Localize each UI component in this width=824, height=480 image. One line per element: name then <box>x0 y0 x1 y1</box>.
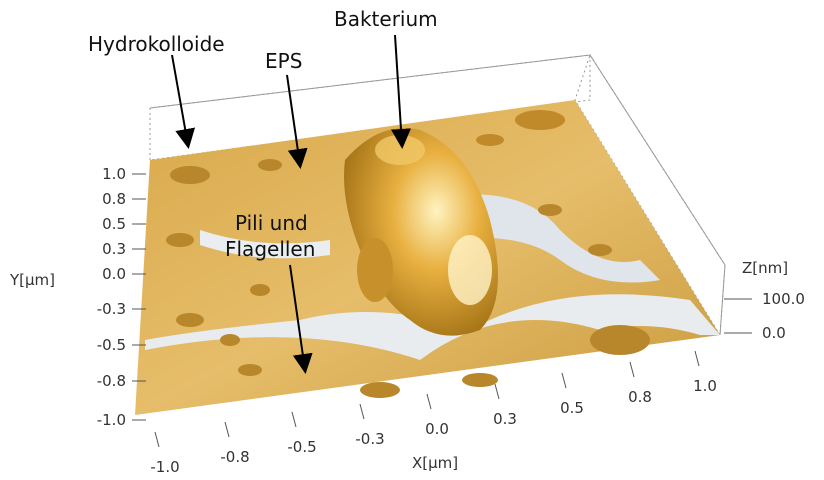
z-axis-label: Z[nm] <box>742 259 788 277</box>
y-tick-label: -0.8 <box>97 372 126 390</box>
y-tick-label: -1.0 <box>97 411 126 429</box>
annotation: Flagellen <box>225 237 315 261</box>
x-tick <box>360 404 364 419</box>
x-tick-label: -0.5 <box>287 438 316 456</box>
x-axis-label: X[µm] <box>412 454 458 472</box>
x-tick <box>225 422 229 437</box>
z-tick-label: 0.0 <box>762 324 786 342</box>
x-tick <box>562 373 566 388</box>
x-tick-label: 0.3 <box>493 410 517 428</box>
x-tick-label: 0.8 <box>628 388 652 406</box>
y-tick-label: -0.3 <box>97 300 126 318</box>
afm-figure: Hydrokolloide EPS Bakterium Pili und Fla… <box>0 0 824 480</box>
x-tick-label: -0.8 <box>220 448 249 466</box>
y-tick-label: 0.0 <box>102 265 126 283</box>
x-tick <box>630 362 634 377</box>
x-tick-label: -1.0 <box>150 458 179 476</box>
annotation: EPS <box>265 49 302 73</box>
x-tick <box>495 384 499 399</box>
x-tick <box>155 432 159 447</box>
z-tick-label: 100.0 <box>762 290 805 308</box>
annotation: Bakterium <box>334 7 438 31</box>
x-tick-label: 0.5 <box>560 399 584 417</box>
annotation: Hydrokolloide <box>88 32 225 56</box>
y-tick-label: 0.3 <box>102 240 126 258</box>
y-axis-label: Y[µm] <box>9 271 55 289</box>
x-tick-label: -0.3 <box>355 430 384 448</box>
y-tick-label: 0.5 <box>102 215 126 233</box>
x-tick <box>695 351 699 366</box>
x-tick-label: 0.0 <box>425 420 449 438</box>
y-tick-label: 0.8 <box>102 190 126 208</box>
x-tick <box>427 394 431 409</box>
x-tick <box>292 412 296 427</box>
y-tick-label: 1.0 <box>102 165 126 183</box>
x-tick-label: 1.0 <box>693 377 717 395</box>
annotation: Pili und <box>235 211 308 235</box>
y-tick-label: -0.5 <box>97 336 126 354</box>
